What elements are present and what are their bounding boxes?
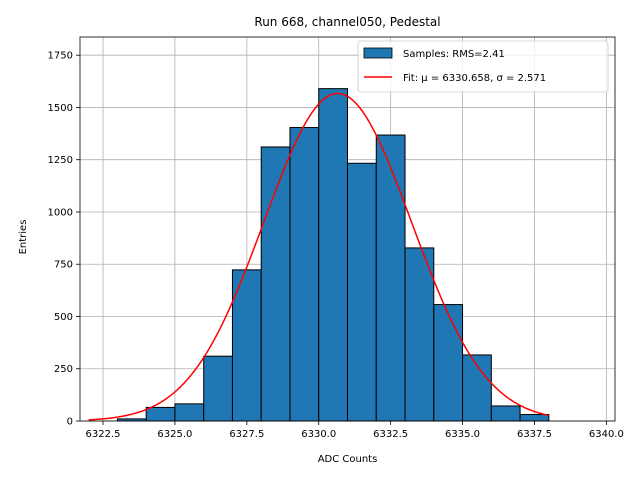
chart-title: Run 668, channel050, Pedestal [254, 15, 440, 29]
legend-fit-label: Fit: μ = 6330.658, σ = 2.571 [403, 73, 546, 84]
x-tick-label: 6330.0 [301, 429, 336, 440]
y-tick-label: 1750 [48, 51, 73, 62]
histogram-bar [174, 403, 205, 422]
x-axis-ticks: 6322.5 6325.0 6327.5 6330.0 6332.5 6335.0 6337… [86, 421, 624, 440]
histogram-bar [203, 355, 233, 422]
histogram-bar [490, 405, 521, 422]
y-tick-label: 1000 [48, 207, 73, 218]
y-tick-label: 250 [54, 364, 73, 375]
y-tick-label: 1250 [48, 155, 73, 166]
histogram-bar [145, 406, 176, 422]
histogram-bar [318, 88, 349, 422]
legend-box [357, 40, 609, 93]
histogram-bar [519, 414, 550, 422]
histogram-bar [404, 247, 435, 422]
x-tick-label: 6325.0 [157, 429, 192, 440]
y-tick-label: 1500 [48, 103, 73, 114]
x-tick-label: 6340.0 [589, 429, 624, 440]
x-tick-label: 6332.5 [373, 429, 408, 440]
y-tick-label: 750 [54, 260, 73, 271]
histogram-bar [260, 146, 291, 422]
legend-samples-label: Samples: RMS=2.41 [403, 49, 505, 60]
histogram-bar [289, 127, 320, 422]
fit-curve [88, 92, 550, 421]
x-tick-label: 6335.0 [445, 429, 480, 440]
y-axis-ticks: 0 250 500 750 1000 1250 1500 1750 [48, 51, 80, 428]
plot-frame [79, 36, 616, 422]
x-tick-label: 6327.5 [229, 429, 264, 440]
histogram-bars [116, 88, 550, 422]
y-tick-label: 0 [67, 417, 73, 428]
x-tick-label: 6322.5 [86, 429, 121, 440]
legend-samples-swatch [363, 47, 393, 59]
histogram-bar [375, 134, 406, 422]
histogram-bar [347, 162, 377, 422]
y-tick-label: 500 [54, 312, 73, 323]
legend: Samples: RMS=2.41 Fit: μ = 6330.658, σ =… [357, 40, 609, 93]
y-axis-label: Entries [18, 220, 29, 255]
histogram-bar [433, 304, 464, 422]
x-tick-label: 6337.5 [517, 429, 552, 440]
x-axis-label: ADC Counts [318, 454, 378, 465]
